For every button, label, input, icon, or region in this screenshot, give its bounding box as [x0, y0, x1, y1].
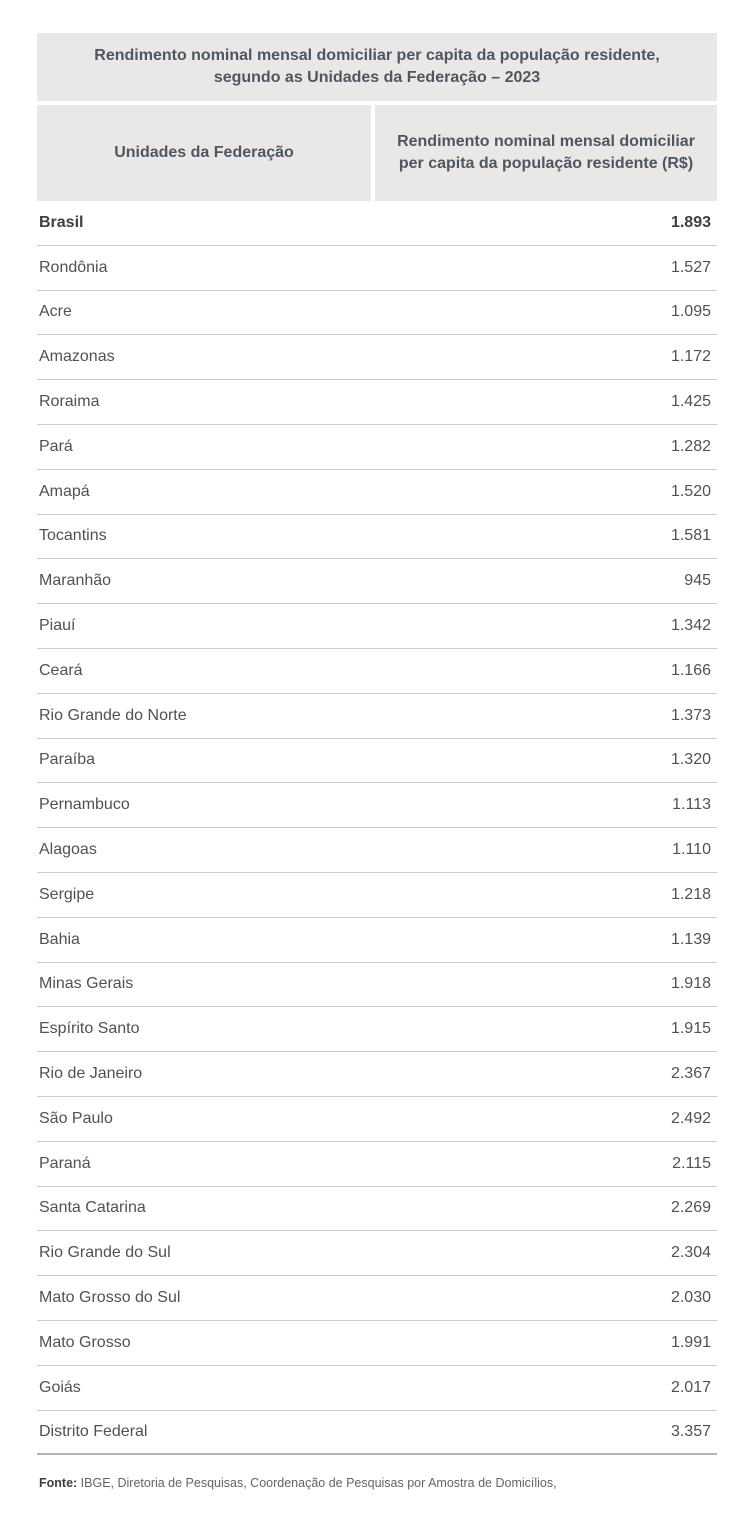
federation-unit-name: Roraima [39, 393, 100, 411]
federation-unit-name: São Paulo [39, 1109, 113, 1127]
table-row: Bahia 1.139 [37, 918, 717, 963]
table-header-row: Unidades da Federação Rendimento nominal… [37, 105, 717, 201]
table-row: Paraná 2.115 [37, 1142, 717, 1187]
income-value: 1.139 [670, 930, 711, 948]
federation-unit-name: Rio Grande do Sul [39, 1244, 171, 1262]
income-value: 1.166 [670, 661, 711, 679]
table-row: Ceará 1.166 [37, 649, 717, 694]
federation-unit-name: Santa Catarina [39, 1199, 146, 1217]
table-row: Rio Grande do Norte 1.373 [37, 694, 717, 739]
federation-unit-name: Brasil [39, 213, 84, 231]
income-value: 2.030 [670, 1289, 711, 1307]
federation-unit-name: Paraná [39, 1154, 91, 1172]
income-value: 2.269 [670, 1199, 711, 1217]
income-value: 2.367 [670, 1065, 711, 1083]
federation-unit-name: Acre [39, 303, 72, 321]
table-title: Rendimento nominal mensal domiciliar per… [37, 33, 717, 101]
federation-unit-name: Pará [39, 437, 73, 455]
source-label: Fonte: [39, 1476, 78, 1491]
income-value: 1.218 [670, 885, 711, 903]
table-row: Paraíba 1.320 [37, 739, 717, 784]
federation-unit-name: Rio de Janeiro [39, 1065, 143, 1083]
federation-unit-name: Amazonas [39, 348, 115, 366]
income-value: 1.425 [670, 393, 711, 411]
federation-unit-name: Rio Grande do Norte [39, 706, 187, 724]
income-value: 1.342 [670, 617, 711, 635]
source-note: Fonte: IBGE, Diretoria de Pesquisas, Coo… [37, 1475, 717, 1492]
table-row: Amapá 1.520 [37, 470, 717, 515]
table-row: Sergipe 1.218 [37, 873, 717, 918]
income-table-card: Rendimento nominal mensal domiciliar per… [37, 33, 717, 1492]
table-row: Acre 1.095 [37, 291, 717, 336]
income-value: 1.991 [670, 1333, 711, 1351]
federation-unit-name: Sergipe [39, 885, 95, 903]
income-value: 1.110 [672, 841, 711, 859]
table-row: Alagoas 1.110 [37, 828, 717, 873]
income-value: 1.520 [670, 482, 711, 500]
table-row: Amazonas 1.172 [37, 335, 717, 381]
federation-unit-name: Rondônia [39, 258, 108, 276]
income-value: 2.017 [670, 1378, 711, 1396]
federation-unit-name: Mato Grosso [39, 1333, 131, 1351]
table-row: Rio de Janeiro 2.367 [37, 1052, 717, 1097]
table-row: Rondônia 1.527 [37, 246, 717, 291]
income-value: 2.492 [670, 1109, 711, 1127]
table-row: Goiás 2.017 [37, 1366, 717, 1411]
income-value: 945 [684, 572, 711, 590]
income-value: 1.320 [670, 751, 711, 769]
federation-unit-name: Maranhão [39, 572, 112, 590]
table-row: Minas Gerais 1.918 [37, 963, 717, 1008]
income-value: 1.282 [670, 437, 711, 455]
table-row: Brasil 1.893 [37, 201, 717, 246]
income-value: 1.095 [670, 303, 711, 321]
table-row: Espírito Santo 1.915 [37, 1007, 717, 1053]
table-row: Pernambuco 1.113 [37, 783, 717, 829]
federation-unit-name: Pernambuco [39, 796, 130, 814]
table-row: Maranhão 945 [37, 559, 717, 605]
federation-unit-name: Espírito Santo [39, 1020, 140, 1038]
table-row: Santa Catarina 2.269 [37, 1187, 717, 1232]
column-header-federation-units: Unidades da Federação [37, 105, 371, 201]
federation-unit-name: Amapá [39, 482, 90, 500]
income-value: 1.918 [670, 975, 711, 993]
federation-unit-name: Piauí [39, 617, 76, 635]
income-value: 1.172 [670, 348, 711, 366]
federation-unit-name: Alagoas [39, 841, 97, 859]
table-row: Mato Grosso 1.991 [37, 1321, 717, 1366]
income-value: 2.115 [672, 1154, 711, 1172]
federation-unit-name: Goiás [39, 1378, 81, 1396]
table-row: Tocantins 1.581 [37, 515, 717, 560]
income-value: 1.893 [670, 213, 711, 231]
table-row: Rio Grande do Sul 2.304 [37, 1231, 717, 1277]
table-body: Brasil 1.893 Rondônia 1.527 Acre 1.095 Amazona… [37, 201, 717, 1456]
table-row: Piauí 1.342 [37, 604, 717, 649]
column-header-income-value: Rendimento nominal mensal domiciliar per… [375, 105, 717, 201]
income-value: 1.373 [670, 706, 711, 724]
federation-unit-name: Tocantins [39, 527, 107, 545]
income-value: 1.915 [670, 1020, 711, 1038]
income-value: 2.304 [670, 1244, 711, 1262]
table-row: São Paulo 2.492 [37, 1097, 717, 1142]
source-text: IBGE, Diretoria de Pesquisas, Coordenaçã… [77, 1476, 557, 1491]
income-value: 3.357 [670, 1422, 711, 1440]
table-row: Pará 1.282 [37, 425, 717, 470]
federation-unit-name: Paraíba [39, 751, 96, 769]
income-value: 1.527 [670, 258, 711, 276]
income-value: 1.581 [670, 527, 711, 545]
table-row: Mato Grosso do Sul 2.030 [37, 1276, 717, 1321]
federation-unit-name: Minas Gerais [39, 975, 134, 993]
table-row: Distrito Federal 3.357 [37, 1411, 717, 1456]
federation-unit-name: Bahia [39, 930, 80, 948]
federation-unit-name: Mato Grosso do Sul [39, 1289, 181, 1307]
federation-unit-name: Ceará [39, 661, 83, 679]
federation-unit-name: Distrito Federal [39, 1422, 148, 1440]
table-row: Roraima 1.425 [37, 380, 717, 425]
income-value: 1.113 [672, 796, 711, 814]
